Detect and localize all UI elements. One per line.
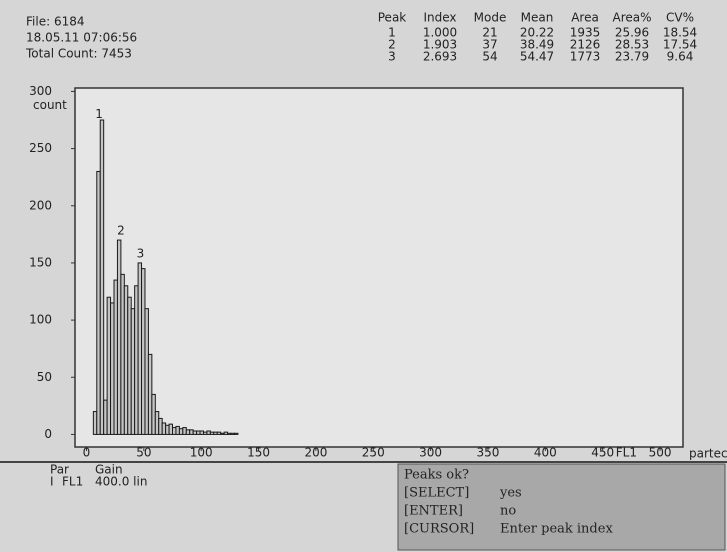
stats-header: CV% xyxy=(666,11,694,25)
stats-cell: 2.693 xyxy=(423,50,457,64)
stats-header: Area% xyxy=(612,11,651,25)
y-tick-label: 50 xyxy=(37,370,52,384)
histogram-bar xyxy=(173,428,176,435)
histogram-bar xyxy=(183,428,186,435)
histogram-bar xyxy=(97,171,100,434)
histogram-bar xyxy=(159,418,162,434)
y-tick-label: 250 xyxy=(29,141,52,155)
histogram-bar xyxy=(190,430,193,435)
dialog-action: Enter peak index xyxy=(500,522,613,537)
plot-frame xyxy=(75,88,683,447)
histogram-bar xyxy=(200,431,203,434)
dialog-key: [ENTER] xyxy=(404,504,463,519)
x-tick-label: 50 xyxy=(136,446,151,460)
x-tick-label: 0 xyxy=(83,446,91,460)
histogram-bar xyxy=(166,425,169,434)
x-tick-label: 500 xyxy=(649,446,672,460)
histogram-bar xyxy=(121,274,124,434)
histogram-bar xyxy=(231,433,234,434)
dialog-title: Peaks ok? xyxy=(404,468,469,483)
histogram-bar xyxy=(217,432,220,434)
y-tick-label: 100 xyxy=(29,313,52,327)
stats-cell: 54 xyxy=(482,50,497,64)
histogram-bar xyxy=(145,309,148,435)
histogram-bar xyxy=(128,297,131,434)
stats-header: Area xyxy=(571,11,599,25)
stats-cell: 1773 xyxy=(570,50,601,64)
peak-label: 3 xyxy=(137,246,145,260)
datetime: 18.05.11 07:06:56 xyxy=(26,31,137,45)
dialog-action: no xyxy=(500,504,516,519)
param-cell: 400.0 lin xyxy=(95,475,147,489)
histogram-bar xyxy=(197,431,200,434)
histogram-bar xyxy=(100,120,103,434)
x-tick-label: 200 xyxy=(304,446,327,460)
page: File: 6184 18.05.11 07:06:56 Total Count… xyxy=(0,0,727,552)
peak-label: 2 xyxy=(117,223,125,237)
histogram-bar xyxy=(210,432,213,434)
x-tick-label: 450 xyxy=(591,446,614,460)
histogram-bar xyxy=(138,263,141,434)
histogram-bar xyxy=(107,297,110,434)
stats-header: Index xyxy=(423,11,456,25)
histogram-bar xyxy=(203,432,206,434)
param-cell: I xyxy=(50,475,54,489)
x-tick-label: 400 xyxy=(534,446,557,460)
histogram-bar xyxy=(104,400,107,434)
dialog-key: [CURSOR] xyxy=(404,522,474,537)
histogram-bar xyxy=(155,412,158,435)
stats-cell: 23.79 xyxy=(615,50,649,64)
x-axis-label: FL1 xyxy=(616,446,637,460)
x-tick-label: 150 xyxy=(247,446,270,460)
dialog-key: [SELECT] xyxy=(404,486,469,501)
histogram-bar xyxy=(186,430,189,435)
stats-cell: 9.64 xyxy=(667,50,694,64)
param-cell: FL1 xyxy=(62,475,83,489)
histogram-bar xyxy=(152,394,155,434)
y-axis-label: count xyxy=(33,98,67,112)
histogram-bar xyxy=(117,240,120,434)
histogram-bar xyxy=(93,412,96,435)
brand: partec xyxy=(689,447,727,461)
x-tick-label: 100 xyxy=(190,446,213,460)
histogram-bar xyxy=(221,433,224,434)
stats-header: Mode xyxy=(474,11,507,25)
x-tick-label: 300 xyxy=(419,446,442,460)
stats-header: Peak xyxy=(378,11,407,25)
histogram-bar xyxy=(179,429,182,435)
x-tick-label: 350 xyxy=(477,446,500,460)
histogram-bar xyxy=(114,280,117,434)
stats-cell: 54.47 xyxy=(520,50,554,64)
histogram-bar xyxy=(131,309,134,435)
histogram-bar xyxy=(224,432,227,434)
y-tick-label: 200 xyxy=(29,198,52,212)
histogram-bar xyxy=(142,269,145,435)
histogram-bar xyxy=(135,286,138,435)
histogram-bar xyxy=(111,303,114,434)
total-count: Total Count: 7453 xyxy=(25,47,132,61)
screen: File: 6184 18.05.11 07:06:56 Total Count… xyxy=(0,0,727,552)
histogram-bar xyxy=(214,432,217,434)
y-tick-label: 0 xyxy=(44,427,52,441)
x-tick-label: 250 xyxy=(362,446,385,460)
histogram-bar xyxy=(169,424,172,434)
histogram-bar xyxy=(207,431,210,434)
peak-label: 1 xyxy=(95,107,103,121)
histogram-bar xyxy=(124,286,127,435)
histogram-bar xyxy=(148,354,151,434)
dialog-action: yes xyxy=(499,486,522,501)
stats-header: Mean xyxy=(521,11,554,25)
histogram-bar xyxy=(176,426,179,434)
stats-cell: 3 xyxy=(388,50,396,64)
y-tick-label: 300 xyxy=(29,84,52,98)
file-label: File: 6184 xyxy=(26,15,84,29)
histogram-bar xyxy=(162,423,165,434)
histogram-bar xyxy=(234,433,237,434)
y-tick-label: 150 xyxy=(29,255,52,269)
histogram-bar xyxy=(193,431,196,434)
histogram-bar xyxy=(228,433,231,434)
